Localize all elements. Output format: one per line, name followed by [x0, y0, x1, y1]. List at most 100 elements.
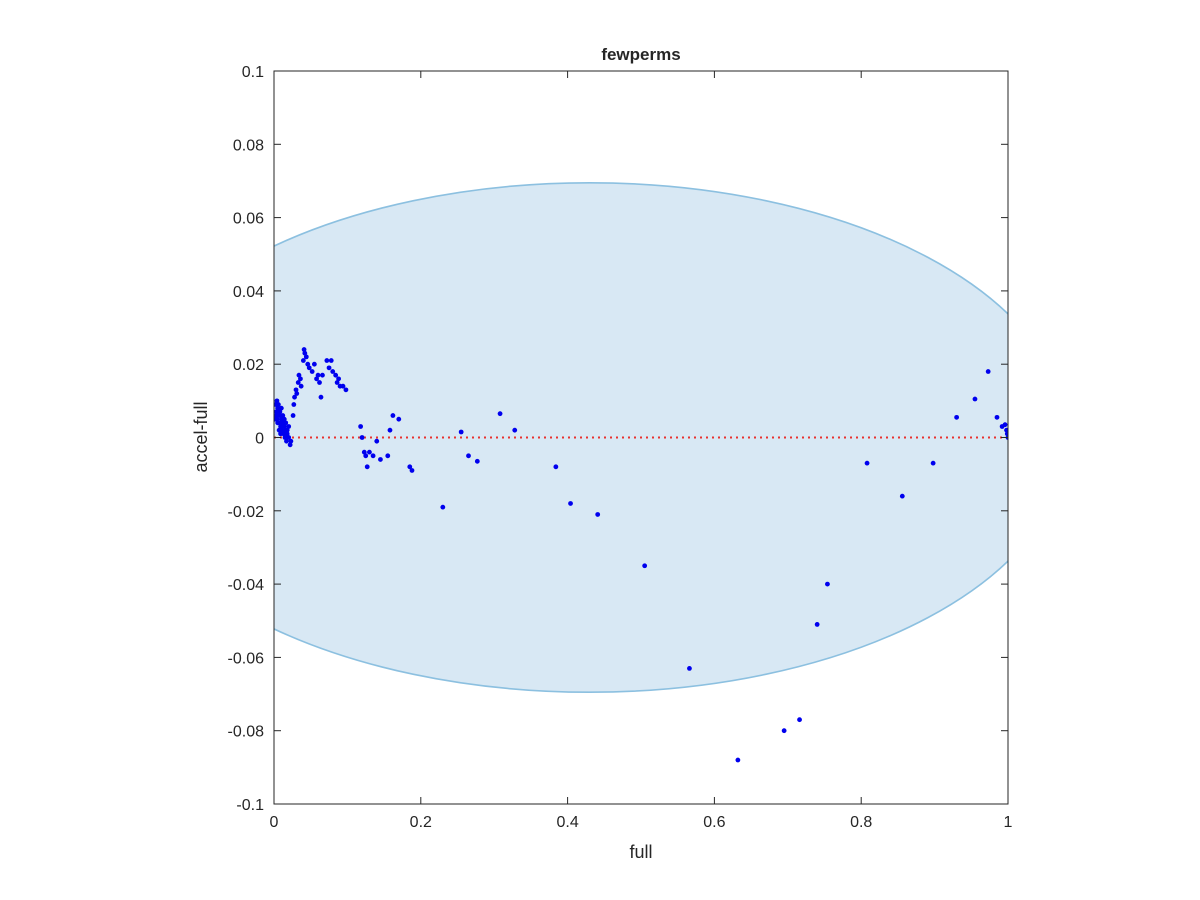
y-tick-label: -0.06 [228, 650, 265, 667]
data-point [276, 402, 281, 407]
data-point [735, 757, 741, 763]
data-point [295, 380, 301, 385]
data-point [797, 717, 802, 723]
ticks-layer: 0 0.2 0.4 0.6 0.8 1 -0.1 -0.08 -0.06 -0.04 -0.02 0 0… [228, 64, 1013, 831]
data-point [286, 424, 292, 429]
data-point [370, 453, 376, 459]
data-point [387, 427, 393, 433]
data-point [407, 464, 413, 470]
data-point [287, 442, 293, 448]
data-point [930, 460, 936, 466]
x-tick-label: 0 [270, 814, 279, 831]
data-point [274, 413, 279, 418]
data-point [278, 405, 284, 411]
data-point [972, 396, 978, 402]
x-axis-label: full [629, 842, 652, 862]
data-point [274, 398, 280, 404]
data-point [378, 457, 383, 462]
data-point [315, 372, 321, 378]
data-point [317, 380, 322, 385]
data-points-layer [274, 347, 1008, 763]
data-point [390, 413, 396, 418]
data-point [324, 358, 330, 363]
y-tick-label: 0.04 [233, 284, 264, 301]
data-point [994, 414, 1000, 420]
data-point [286, 435, 292, 440]
data-point [298, 383, 304, 389]
y-axis-label: accel-full [191, 401, 211, 472]
data-point [568, 501, 573, 506]
y-tick-label: 0 [255, 431, 264, 448]
data-point [314, 376, 319, 382]
data-point [361, 449, 367, 455]
data-point [288, 438, 294, 444]
data-point [343, 387, 349, 393]
data-point [781, 728, 787, 734]
data-point [291, 402, 297, 407]
data-point [298, 376, 303, 382]
data-point [330, 369, 336, 374]
data-point [396, 416, 402, 422]
data-point [282, 435, 288, 440]
data-point [334, 380, 340, 385]
x-tick-label: 0.4 [556, 814, 578, 831]
data-point [333, 372, 339, 378]
y-tick-label: -0.02 [228, 504, 265, 521]
data-point [326, 365, 332, 371]
data-point [303, 354, 309, 360]
data-point [318, 394, 324, 400]
data-point [294, 391, 300, 396]
data-point [367, 449, 372, 455]
data-point [409, 468, 415, 473]
y-tick-label: -0.08 [228, 724, 265, 741]
chart-title: fewperms [601, 45, 680, 64]
data-point [274, 416, 278, 422]
y-tick-label: -0.04 [228, 577, 265, 594]
data-point [275, 405, 281, 411]
data-point [293, 387, 299, 393]
data-point [458, 429, 464, 435]
data-point [300, 358, 306, 363]
y-tick-label: 0.1 [242, 64, 264, 81]
x-tick-label: 0.2 [410, 814, 432, 831]
y-tick-label: 0.06 [233, 211, 264, 228]
data-point [1004, 427, 1008, 433]
data-point [374, 438, 380, 444]
data-point [474, 458, 480, 464]
x-tick-label: 0.8 [850, 814, 872, 831]
data-point [642, 563, 648, 569]
data-point [1004, 431, 1008, 437]
data-point [283, 420, 289, 426]
data-point [512, 427, 518, 433]
data-point [1002, 422, 1008, 428]
data-point [276, 427, 282, 433]
data-point [311, 361, 317, 367]
data-point [275, 420, 281, 426]
data-point [302, 350, 308, 356]
data-point [340, 383, 346, 389]
data-point [954, 414, 960, 420]
y-tick-label: 0.08 [233, 137, 264, 154]
data-point [899, 493, 905, 499]
data-point [281, 424, 287, 429]
data-point [825, 581, 830, 587]
data-point [553, 464, 559, 470]
data-point [292, 394, 297, 400]
data-point [296, 372, 302, 378]
data-point [284, 431, 290, 437]
data-point [985, 369, 991, 374]
data-point [278, 424, 284, 429]
data-point [440, 504, 446, 510]
data-point [305, 361, 311, 367]
data-point [364, 464, 370, 470]
y-tick-label: 0.02 [233, 357, 264, 374]
data-point [595, 512, 601, 517]
data-point [687, 665, 692, 671]
data-point [363, 453, 369, 459]
data-point [814, 622, 820, 627]
data-point [284, 427, 290, 433]
data-point [328, 358, 334, 363]
y-tick-label: -0.1 [236, 797, 264, 814]
x-tick-label: 0.6 [703, 814, 725, 831]
